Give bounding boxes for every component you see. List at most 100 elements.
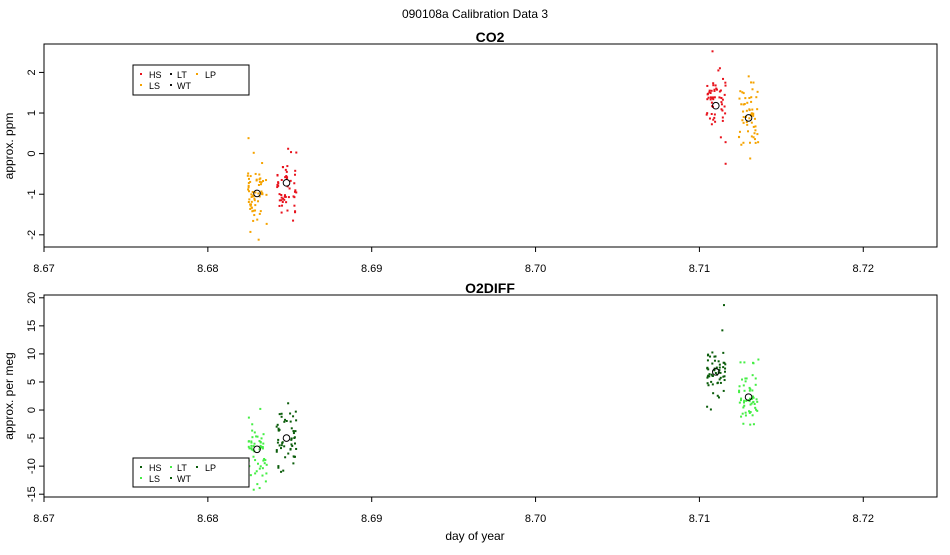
o2diff-point-ls [752, 395, 755, 398]
co2-point-ls [750, 121, 753, 124]
co2-point-ls [747, 75, 750, 78]
o2diff-point-hs [280, 412, 283, 415]
co2-point-ls [258, 173, 261, 176]
o2diff-point-ls [254, 459, 257, 462]
co2-point-ls [258, 180, 261, 183]
co2-point-hs [724, 81, 727, 84]
co2-point-ls [742, 110, 745, 113]
co2-legend-label-lt: LT [177, 70, 187, 80]
co2-point-hs [285, 170, 288, 173]
co2-point-hs [720, 96, 723, 99]
co2-point-ls [260, 181, 263, 184]
o2diff-x-tick-label: 8.69 [361, 513, 382, 525]
co2-legend-box [132, 64, 250, 96]
o2diff-legend-box [132, 457, 250, 488]
o2diff-point-hs [706, 382, 709, 385]
co2-point-hs [278, 204, 281, 207]
o2diff-point-ls [260, 437, 263, 440]
co2-point-ls [752, 125, 755, 128]
co2-point-hs [282, 197, 285, 200]
o2diff-point-hs [718, 363, 721, 366]
co2-point-ls [742, 92, 745, 95]
o2diff-point-hs [706, 375, 709, 378]
co2-point-ls [247, 184, 250, 187]
o2diff-point-hs [290, 438, 293, 441]
co2-point-hs [722, 77, 725, 80]
co2-point-hs [724, 162, 727, 165]
o2diff-x-tick-label: 8.67 [33, 513, 54, 525]
o2diff-point-ls [254, 472, 257, 475]
o2diff-point-ls [750, 402, 753, 405]
co2-y-tick-label: 2 [26, 69, 38, 75]
o2diff-point-ls [252, 488, 255, 491]
co2-y-tick-label: -2 [26, 230, 38, 240]
co2-point-hs [280, 194, 283, 196]
o2diff-point-ls [253, 431, 256, 434]
o2diff-point-hs [277, 429, 280, 432]
o2diff-point-hs [715, 366, 718, 369]
co2-point-ls [737, 135, 740, 138]
o2diff-y-tick-label: 20 [26, 292, 38, 304]
co2-point-hs [712, 118, 715, 121]
o2diff-point-hs [708, 373, 711, 376]
o2diff-point-hs [291, 444, 294, 447]
o2diff-point-ls [744, 414, 747, 417]
o2diff-point-ls [261, 446, 264, 449]
co2-point-ls [255, 178, 258, 181]
co2-legend-label-lp: LP [205, 70, 216, 80]
co2-point-ls [258, 195, 261, 198]
o2diff-point-hs [710, 373, 713, 376]
co2-y-tick-label: -1 [26, 189, 38, 199]
co2-point-ls [254, 209, 257, 212]
co2-point-hs [706, 98, 709, 101]
o2diff-point-ls [262, 433, 265, 436]
o2diff-point-hs [277, 427, 280, 430]
co2-point-hs [720, 101, 723, 104]
co2-point-hs [708, 117, 711, 120]
o2diff-x-tick-label: 8.71 [689, 513, 710, 525]
o2diff-point-hs [289, 448, 292, 451]
co2-point-ls [754, 141, 757, 144]
co2-legend-swatch-hs [140, 73, 142, 75]
o2diff-legend-swatch-lp [196, 466, 198, 468]
co2-point-ls [249, 180, 252, 183]
o2diff-point-hs [718, 378, 721, 381]
o2diff-point-hs [718, 366, 721, 369]
o2diff-x-axis: 8.67 8.68 8.69 8.70 8.71 8.72 [33, 497, 874, 525]
co2-point-hs [285, 175, 288, 178]
o2diff-legend-label-lp: LP [205, 463, 216, 473]
o2diff-point-hs [722, 351, 725, 354]
o2diff-point-ls [259, 407, 262, 410]
o2diff-point-hs [276, 441, 279, 444]
co2-point-ls [750, 96, 753, 99]
co2-y-tick-label: 0 [26, 151, 38, 157]
co2-point-ls [249, 204, 252, 207]
o2diff-point-ls [752, 400, 755, 403]
co2-point-hs [278, 193, 281, 196]
o2diff-point-ls [249, 474, 252, 477]
o2diff-point-ls [247, 445, 250, 448]
co2-mean-marker [744, 114, 753, 122]
o2diff-point-hs [713, 369, 716, 372]
o2diff-point-hs [711, 362, 714, 365]
co2-point-hs [289, 179, 292, 182]
o2diff-point-ls [741, 378, 744, 381]
o2diff-point-hs [719, 371, 722, 374]
o2diff-point-hs [294, 430, 297, 433]
o2diff-point-hs [707, 384, 710, 387]
co2-point-ls [247, 186, 250, 189]
co2-point-ls [257, 238, 260, 241]
o2diff-point-ls [252, 455, 255, 458]
o2diff-point-ls [255, 435, 258, 438]
o2diff-point-hs [719, 381, 722, 384]
o2diff-point-hs [706, 376, 709, 379]
o2diff-point-hs [717, 360, 720, 363]
o2diff-point-ls [250, 447, 253, 450]
co2-point-ls [252, 151, 255, 154]
co2-point-ls [247, 137, 250, 140]
o2diff-point-hs [284, 418, 287, 421]
co2-point-hs [292, 219, 295, 222]
co2-point-ls [750, 81, 753, 84]
o2diff-point-hs [709, 355, 712, 358]
o2diff-point-hs [721, 329, 724, 332]
